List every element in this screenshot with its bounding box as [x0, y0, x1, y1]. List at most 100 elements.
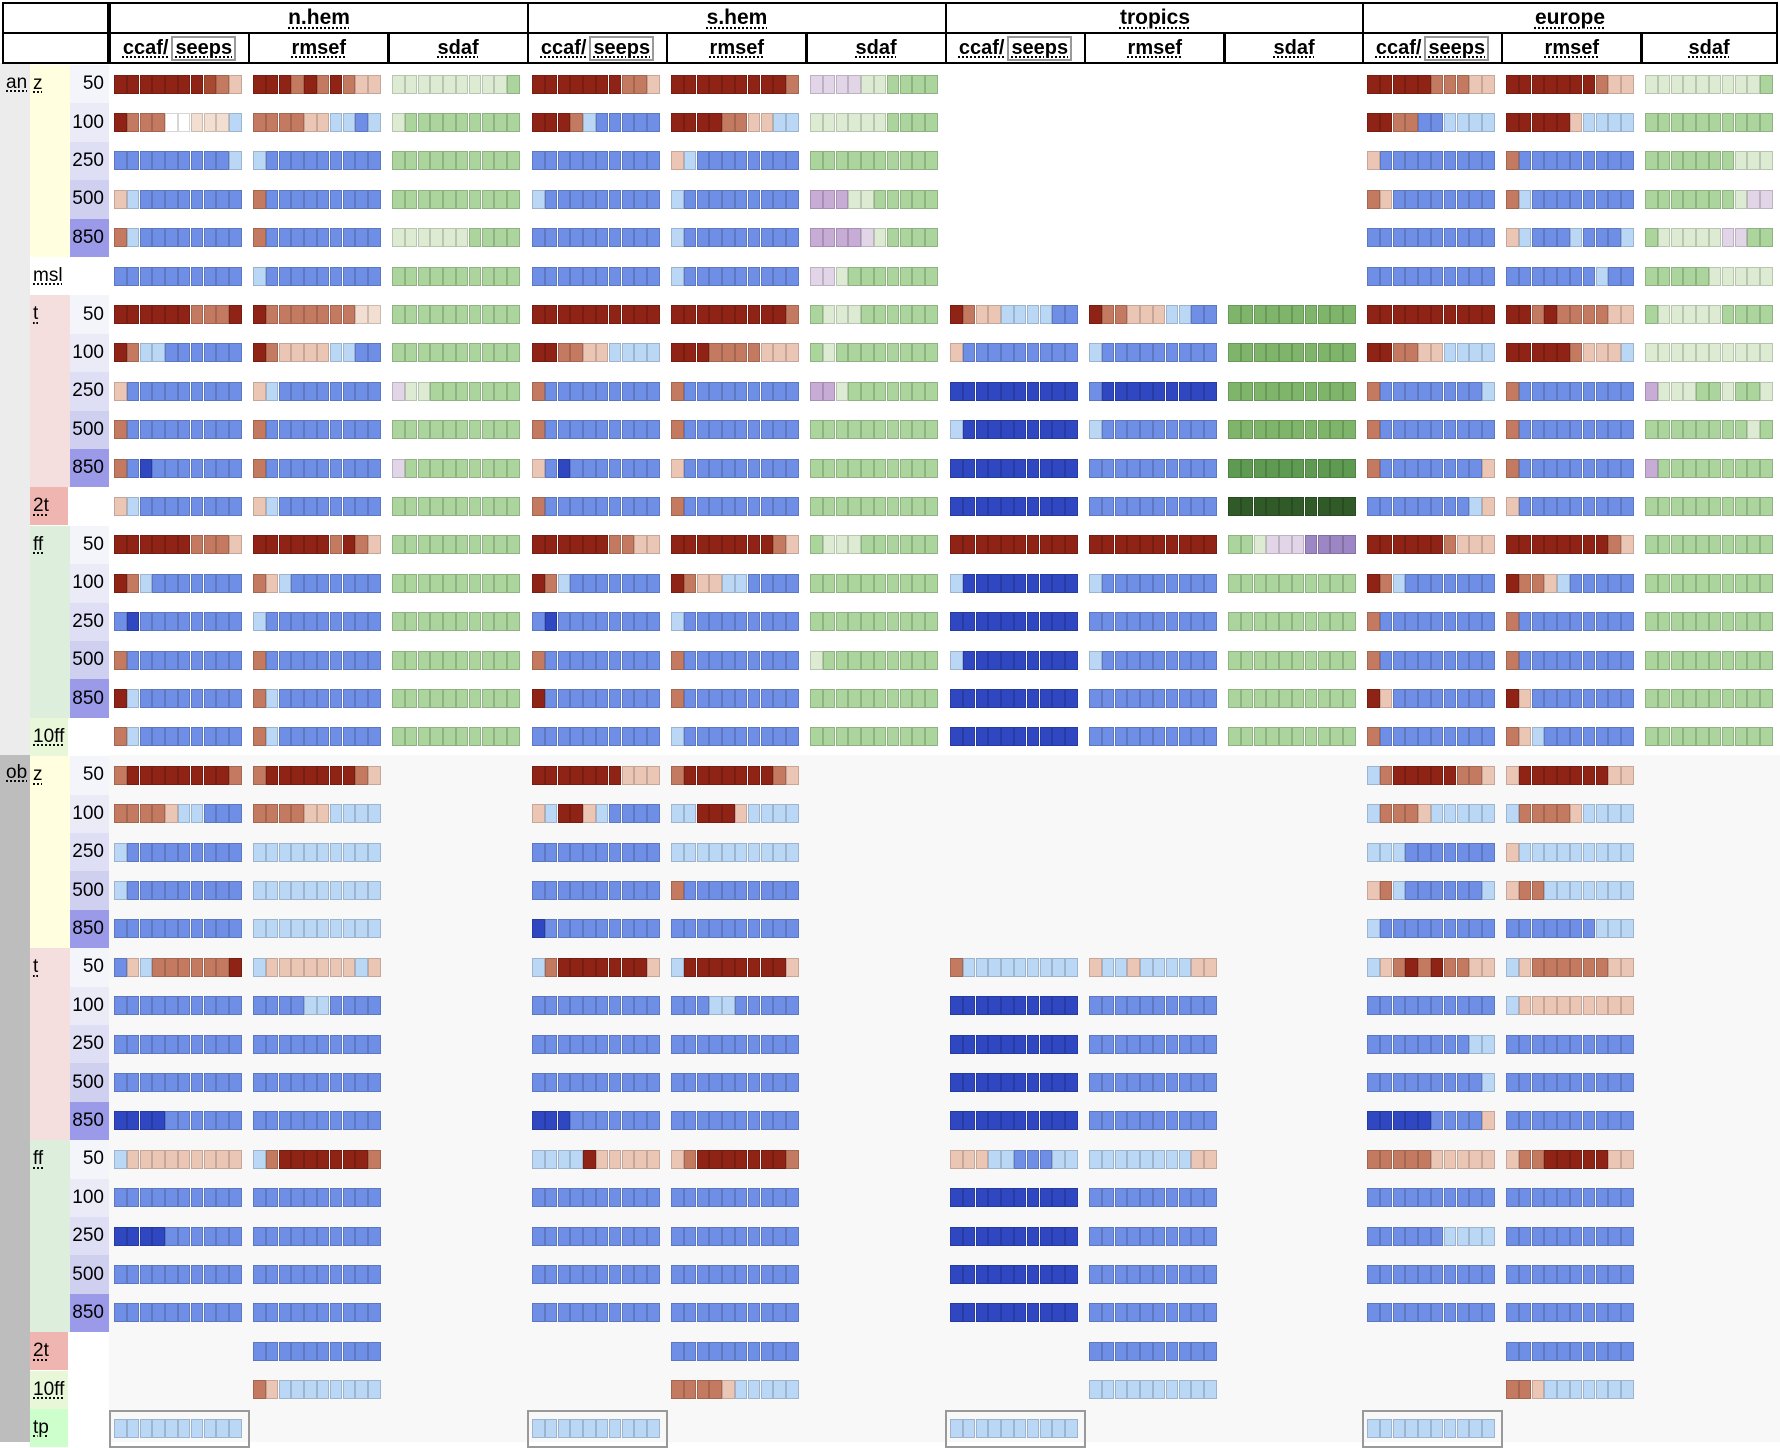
score-square: [1204, 1188, 1217, 1208]
score-cell-an-ccaf: [1364, 372, 1501, 410]
score-square: [291, 650, 304, 670]
score-square: [1279, 535, 1292, 555]
score-square: [278, 228, 292, 248]
score-square: [1379, 1226, 1393, 1246]
score-square: [417, 228, 431, 248]
score-square: [634, 842, 647, 862]
score-cell-ob-ccaf: [1364, 1255, 1501, 1293]
score-square: [1026, 535, 1040, 555]
score-square: [1456, 573, 1470, 593]
score-square: [1657, 189, 1671, 209]
score-square: [1266, 573, 1279, 593]
score-square: [1127, 996, 1140, 1016]
score-square: [786, 228, 799, 248]
score-square: [481, 688, 495, 708]
score-square: [899, 688, 913, 708]
score-square: [1392, 151, 1406, 171]
score-square: [886, 74, 900, 94]
score-square: [165, 343, 178, 363]
score-square: [1127, 612, 1140, 632]
score-square: [342, 266, 356, 286]
score-square: [634, 304, 647, 324]
score-square: [912, 650, 925, 670]
score-square: [709, 1188, 722, 1208]
score-square: [696, 228, 710, 248]
score-square: [1506, 880, 1519, 900]
score-square: [291, 1149, 304, 1169]
score-square: [1013, 1034, 1027, 1054]
score-square: [683, 151, 697, 171]
score-square: [126, 458, 140, 478]
score-square: [316, 496, 330, 516]
score-square: [1531, 420, 1545, 440]
score-square: [696, 343, 710, 363]
score-square: [203, 343, 217, 363]
score-square: [291, 1341, 304, 1361]
score-square: [912, 535, 925, 555]
score-square: [1114, 496, 1128, 516]
score-square: [709, 1034, 722, 1054]
score-square: [481, 650, 495, 670]
score-square: [265, 765, 279, 785]
score-square: [583, 842, 596, 862]
score-square: [1747, 496, 1760, 516]
score-cell-an-sdaf: [389, 257, 526, 295]
score-square: [1544, 496, 1557, 516]
score-cell-ob-ccaf: [111, 1255, 248, 1293]
score-square: [316, 1380, 330, 1400]
score-square: [608, 266, 622, 286]
score-square: [595, 650, 609, 670]
score-square: [481, 74, 495, 94]
score-square: [190, 765, 204, 785]
score-square: [392, 112, 405, 132]
score-cell-an-ccaf: [1364, 334, 1501, 372]
col-header-ccaf: ccaf/seeps: [945, 32, 1086, 64]
score-square: [216, 228, 229, 248]
score-square: [165, 688, 178, 708]
score-square: [634, 1111, 647, 1131]
score-square: [1101, 996, 1115, 1016]
score-square: [683, 74, 697, 94]
score-square: [1405, 1072, 1418, 1092]
score-square: [1253, 727, 1267, 747]
score-square: [291, 420, 304, 440]
score-square: [848, 535, 861, 555]
score-square: [1127, 1149, 1140, 1169]
score-square: [1430, 535, 1444, 555]
score-square: [342, 880, 356, 900]
score-square: [1582, 343, 1596, 363]
score-square: [1544, 1188, 1557, 1208]
score-square: [304, 343, 317, 363]
score-square: [1178, 1149, 1192, 1169]
score-square: [734, 189, 748, 209]
score-square: [786, 1380, 799, 1400]
score-cell-ob-ccaf: [947, 1140, 1084, 1178]
score-square: [265, 304, 279, 324]
score-square: [760, 1188, 774, 1208]
score-square: [1506, 1226, 1519, 1246]
score-square: [1379, 458, 1393, 478]
score-square: [404, 727, 418, 747]
score-square: [1405, 1226, 1418, 1246]
score-square: [507, 304, 520, 324]
score-square: [1013, 1111, 1027, 1131]
score-square: [203, 842, 217, 862]
score-square: [786, 381, 799, 401]
score-square: [773, 804, 786, 824]
score-square: [1165, 1341, 1179, 1361]
col-header-rmsef: rmsef: [248, 32, 390, 64]
score-square: [1531, 535, 1545, 555]
score-square: [1330, 304, 1343, 324]
level-value: 250: [72, 841, 104, 863]
score-cell-an-ccaf: [111, 526, 248, 564]
score-cell-an-sdaf: [389, 718, 526, 756]
score-square: [253, 496, 266, 516]
score-square: [1065, 996, 1078, 1016]
score-square: [634, 228, 647, 248]
score-cell-ob-rmsef: [250, 1025, 387, 1063]
score-square: [481, 189, 495, 209]
score-square: [583, 1264, 596, 1284]
score-square: [835, 535, 849, 555]
score-square: [912, 304, 925, 324]
score-square: [152, 612, 165, 632]
